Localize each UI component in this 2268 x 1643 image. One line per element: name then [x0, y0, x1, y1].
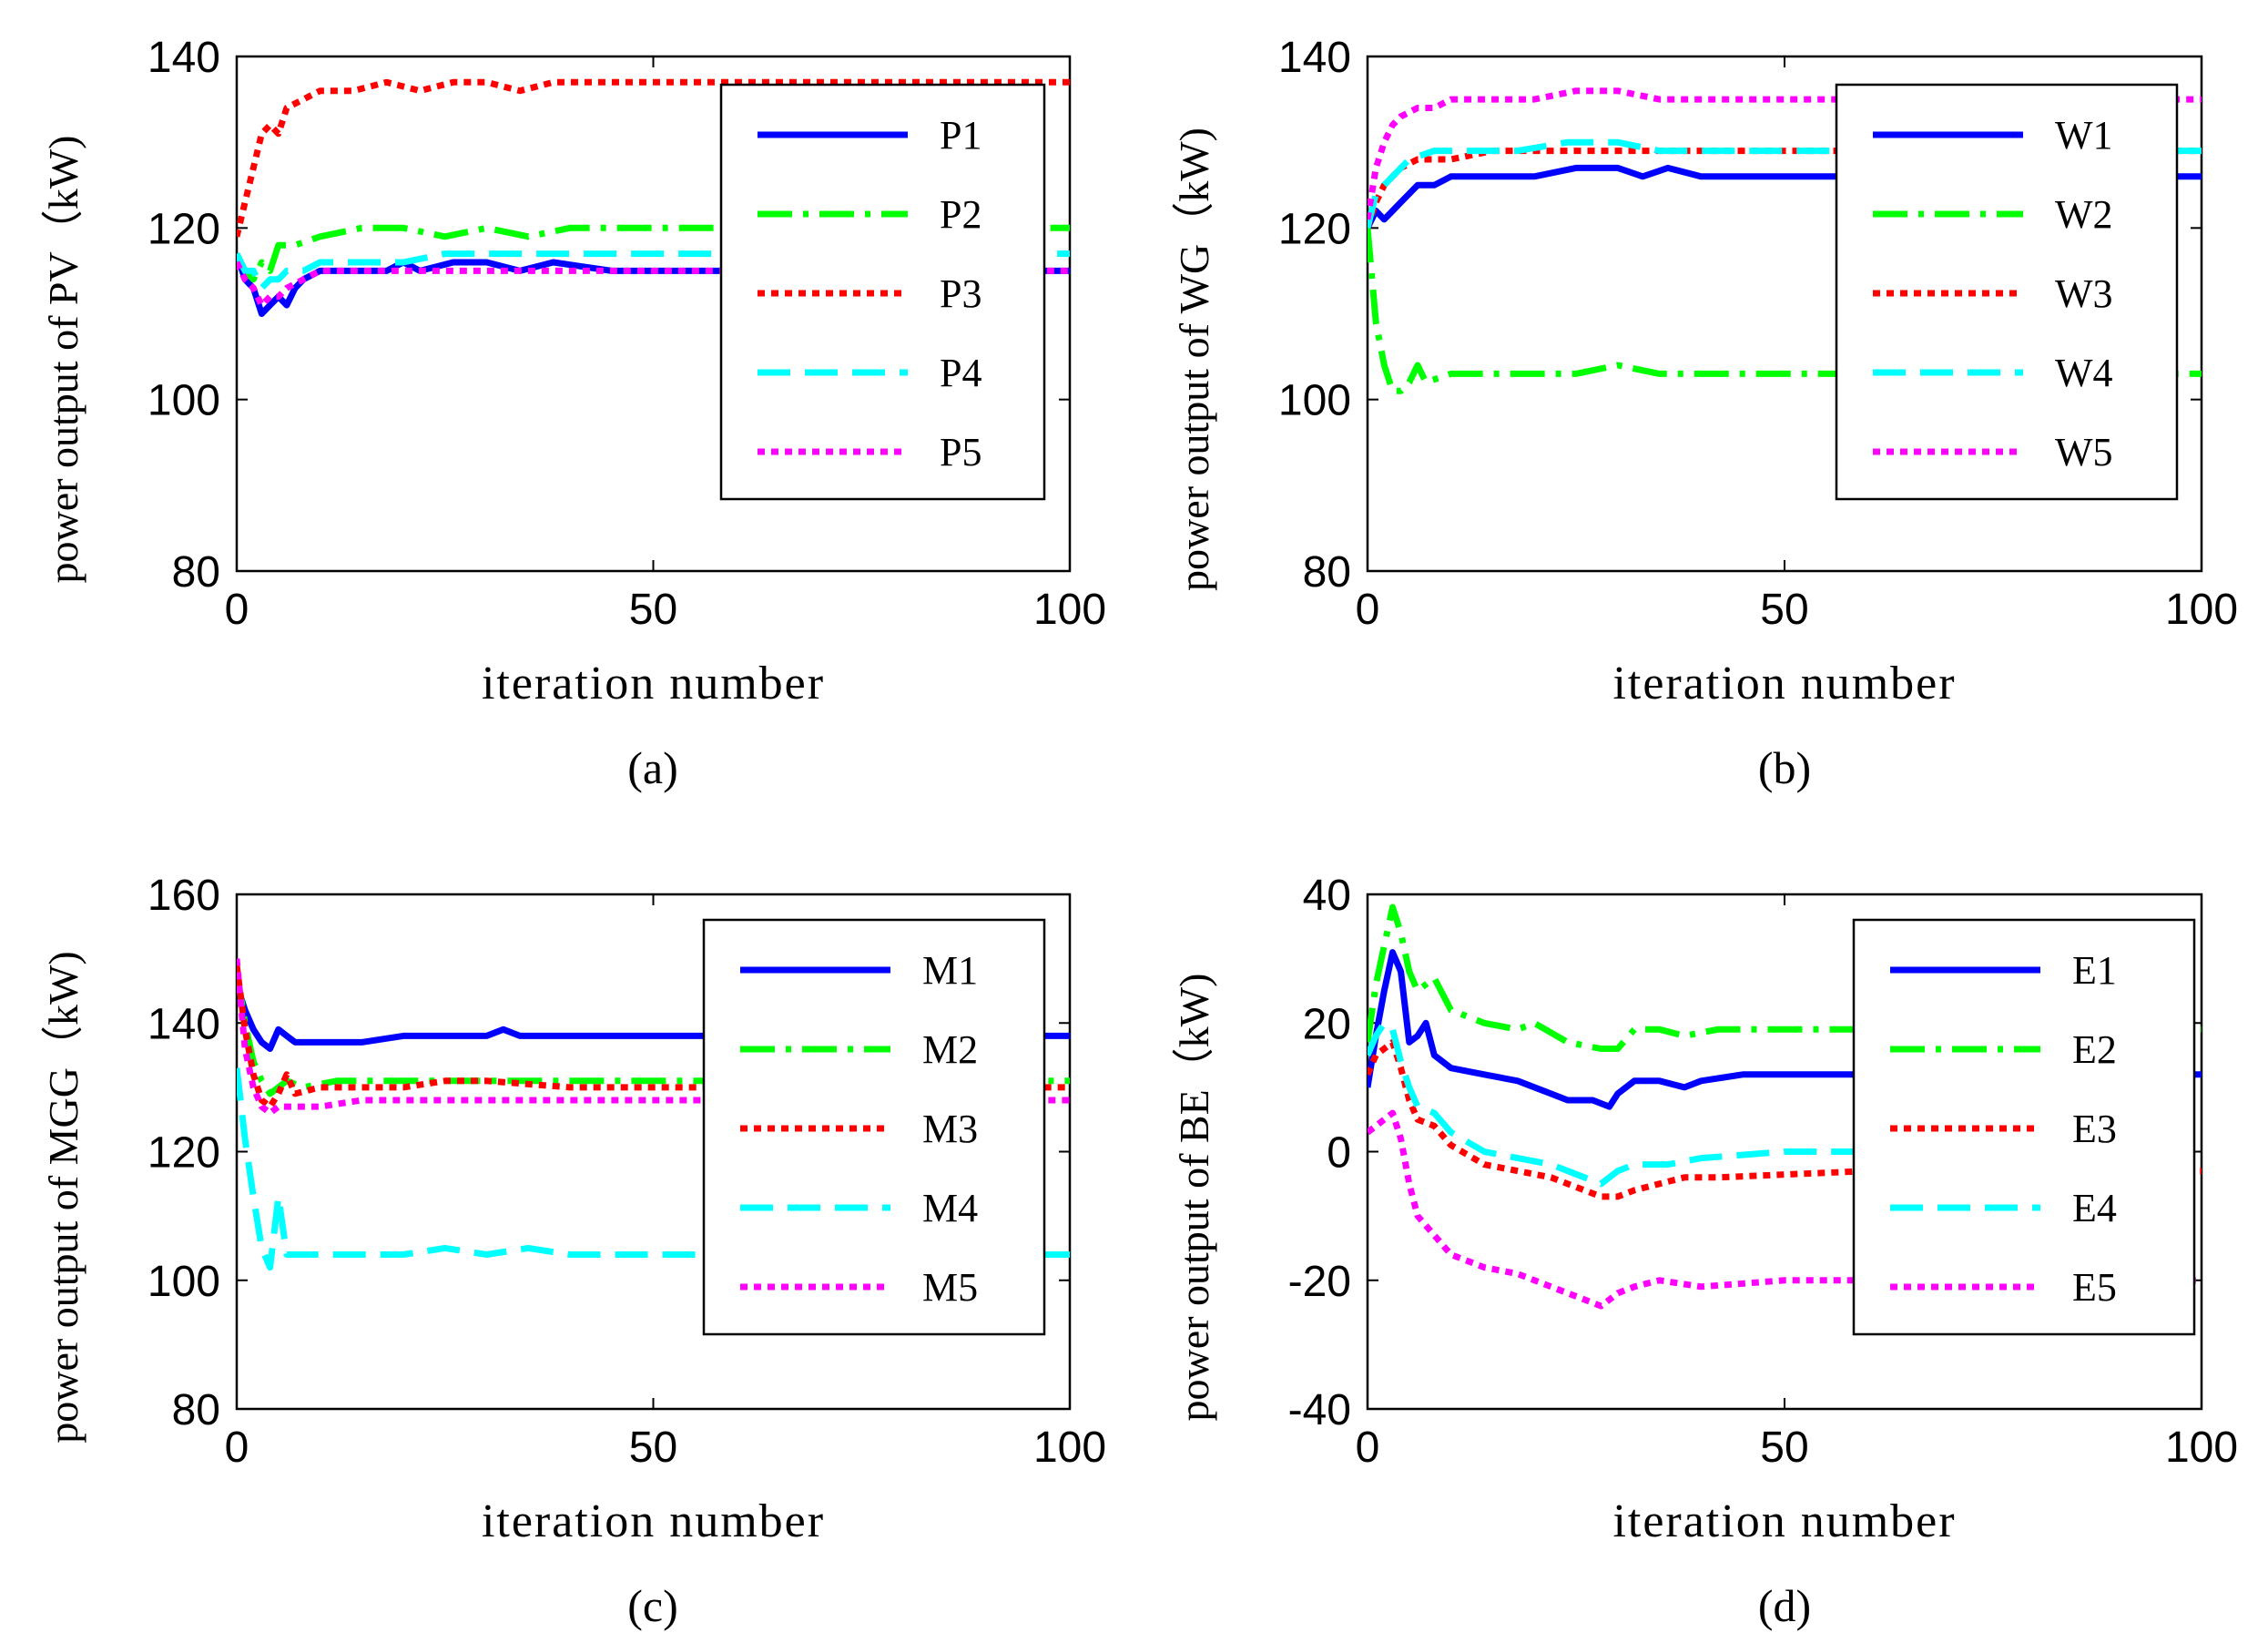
y-tick-label: 80	[1303, 548, 1351, 597]
series-line-w3	[1368, 148, 2202, 230]
legend-entry: M5	[922, 1265, 978, 1310]
panel-label: (c)	[627, 1580, 678, 1631]
panel-label: (b)	[1758, 742, 1811, 793]
legend-entry: W2	[2055, 192, 2113, 237]
legend-entry: P4	[940, 351, 981, 395]
series-line-e2	[1368, 903, 2202, 1052]
series-line-w4	[1368, 138, 2202, 230]
y-tick-label: 140	[1278, 34, 1351, 82]
series-group	[237, 958, 1070, 1271]
x-tick-label: 100	[1033, 586, 1106, 634]
y-tick-label: 160	[147, 872, 220, 920]
y-tick-label: 100	[1278, 377, 1351, 425]
legend-entry: W5	[2055, 430, 2113, 475]
x-tick-label: 100	[2165, 586, 2238, 634]
series-group	[1368, 903, 2202, 1310]
y-tick-label: 100	[147, 377, 220, 425]
panel-d: 0 50 100 -40 -20 0 20 40 E1 E2 E3 E4 E5 iteration num…	[1171, 872, 2238, 1631]
panel-label: (d)	[1758, 1580, 1811, 1631]
x-tick-label: 50	[629, 586, 677, 634]
series-line-m5	[237, 958, 1070, 1117]
legend-entry: W1	[2055, 113, 2113, 158]
series-line-e5	[1368, 1109, 2202, 1310]
y-tick-label: 20	[1303, 1000, 1351, 1048]
x-tick-label: 50	[1760, 586, 1808, 634]
x-tick-label: 0	[225, 586, 249, 634]
panel-c: 0 50 100 80 100 120 140 160 M1 M2 M3 M4 M5 iteration …	[40, 872, 1106, 1631]
x-tick-label: 100	[2165, 1424, 2238, 1472]
y-tick-label: 120	[1278, 205, 1351, 253]
x-tick-label: 100	[1033, 1424, 1106, 1472]
y-tick-label: 140	[147, 1000, 220, 1048]
y-tick-label: 40	[1303, 872, 1351, 920]
series-line-p4	[237, 250, 1070, 291]
legend-entry: E4	[2072, 1186, 2117, 1230]
series-line-m4	[237, 1067, 1070, 1271]
series-line-m1	[237, 983, 1070, 1052]
x-tick-label: 50	[1760, 1424, 1808, 1472]
legend-entry: M2	[922, 1027, 978, 1072]
legend-entry: E3	[2072, 1107, 2117, 1151]
y-tick-label: 140	[147, 34, 220, 82]
series-line-m2	[237, 971, 1070, 1097]
y-tick-label: 120	[147, 1129, 220, 1178]
legend-entry: W4	[2055, 351, 2113, 395]
y-axis-label: power output of BE（kW)	[1171, 974, 1217, 1422]
series-group	[237, 78, 1070, 317]
series-line-e4	[1368, 1019, 2202, 1188]
x-tick-label: 50	[629, 1424, 677, 1472]
series-line-w5	[1368, 87, 2202, 220]
x-tick-label: 0	[1356, 586, 1380, 634]
legend-entry: E5	[2072, 1265, 2117, 1310]
x-tick-label: 0	[225, 1424, 249, 1472]
x-axis-label: iteration number	[1612, 1495, 1956, 1547]
series-line-w2	[1368, 227, 2202, 394]
panel-b: 0 50 100 80 100 120 140 W1 W2 W3 W4 W5 iteration num…	[1171, 34, 2238, 793]
y-tick-label: 100	[147, 1258, 220, 1306]
series-line-e1	[1368, 949, 2202, 1110]
legend-entry: P3	[940, 271, 981, 316]
legend-entry: P1	[940, 113, 981, 158]
y-tick-label: 0	[1327, 1129, 1351, 1178]
series-line-p2	[237, 224, 1070, 283]
y-tick-label: 80	[172, 1386, 220, 1434]
series-line-w1	[1368, 164, 2202, 230]
x-axis-label: iteration number	[482, 658, 825, 709]
y-tick-label: -40	[1288, 1386, 1351, 1434]
legend-entry: E2	[2072, 1027, 2117, 1072]
legend-entry: W3	[2055, 271, 2113, 316]
y-axis-label: power output of WG（kW)	[1171, 128, 1217, 591]
x-axis-label: iteration number	[1612, 658, 1956, 709]
x-axis-label: iteration number	[482, 1495, 825, 1547]
y-tick-label: 120	[147, 205, 220, 253]
series-line-p5	[237, 260, 1070, 309]
y-tick-label: 80	[172, 548, 220, 597]
panel-label: (a)	[627, 742, 678, 793]
series-line-p3	[237, 78, 1070, 238]
series-group	[1368, 87, 2202, 394]
x-tick-label: 0	[1356, 1424, 1380, 1472]
legend-entry: M1	[922, 948, 978, 993]
series-line-m3	[237, 964, 1070, 1110]
y-tick-label: -20	[1288, 1258, 1351, 1306]
y-axis-label: power output of PV（kW)	[40, 136, 86, 584]
legend-entry: M3	[922, 1107, 978, 1151]
y-axis-label: power output of MGG（kW)	[40, 951, 86, 1443]
legend-entry: E1	[2072, 948, 2117, 993]
legend-entry: P5	[940, 430, 981, 475]
panel-a: 0 50 100 80 100 120 140 P1 P2 P3 P4 P5 iteration num…	[40, 34, 1106, 793]
legend-entry: P2	[940, 192, 981, 237]
legend-entry: M4	[922, 1186, 978, 1230]
